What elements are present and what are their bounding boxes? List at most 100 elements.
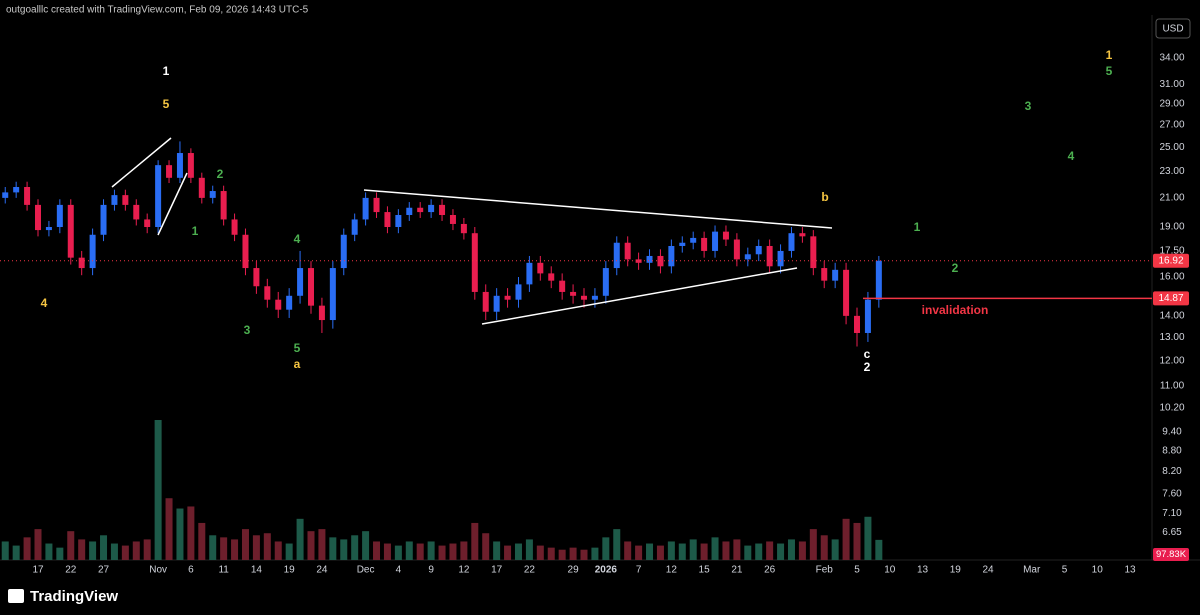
volume-bar [78,539,86,560]
volume-bar [482,533,490,560]
candle-body [810,236,817,269]
candle-body [318,305,325,321]
volume-bar [820,535,828,560]
x-tick-label: 22 [65,565,77,576]
candle-body [624,242,631,260]
x-tick-label: Nov [149,565,167,576]
wave-label: 3 [1025,99,1032,113]
x-tick-label: 27 [98,565,110,576]
volume-bar [624,541,632,560]
candle-body [340,234,347,269]
wave-label: 4 [1068,149,1075,163]
candle-body [864,299,871,333]
wave-label: 3 [244,323,251,337]
candle-body [329,268,336,321]
x-tick-label: 17 [32,565,44,576]
volume-bar [296,518,304,560]
volume-bar [263,533,271,560]
candle-body [493,295,500,312]
x-tick-label: 19 [284,565,296,576]
candle-body [166,165,173,178]
candle-body [417,207,424,213]
candle-body [264,286,271,300]
candle-body [701,237,708,251]
last-price-label: 16.92 [1158,255,1183,266]
volume-bar [67,531,75,560]
volume-bar [351,535,359,560]
volume-bar [787,539,795,560]
candle-body [2,192,9,198]
volume-bar [209,535,217,560]
trend-line [481,267,798,325]
volume-bar [755,543,763,560]
x-tick-label: 22 [524,565,536,576]
x-tick-label: 13 [1124,565,1136,576]
candle-body [668,245,675,267]
wave-label: 1 [163,64,170,78]
y-tick-label: 29.00 [1159,99,1184,110]
x-tick-label: Feb [816,565,834,576]
volume-bar [121,545,129,560]
candle-body [460,223,467,234]
candle-body [242,234,249,269]
y-tick-label: 7.60 [1162,488,1182,499]
volume-bar [329,537,337,560]
y-tick-label: 9.40 [1162,426,1182,437]
candle-body [89,234,96,269]
x-tick-label: 19 [950,565,962,576]
candle-body [13,187,20,193]
candle-body [515,284,522,300]
x-tick-label: 26 [764,565,776,576]
volume-bar [416,543,424,560]
candle-body [176,153,183,178]
currency[interactable]: USD [1162,24,1183,35]
candle-body [799,233,806,237]
wave-labels: 1 5 4 2 1 4 3 5 a b 1 2 c 2 3 4 1 5 inva… [41,48,1113,374]
candle-body [100,204,107,235]
volume-bar [1,541,9,560]
y-tick-label: 17.50 [1159,246,1184,257]
candle-body [722,231,729,240]
wave-label: 5 [1106,64,1113,78]
candle-body [122,195,129,205]
volume-bar [831,539,839,560]
x-tick-label: 6 [188,565,194,576]
volume-bar [12,545,20,560]
wave-label: 4 [294,232,301,246]
volume-bar [362,531,370,560]
invalidation-label: invalidation [922,303,989,317]
volume-bar [318,529,326,560]
volume-bar [580,549,588,560]
wave-label: b [821,190,828,204]
trend-line [363,189,833,229]
x-tick-label: 10 [1092,565,1104,576]
y-tick-label: 7.10 [1162,508,1182,519]
y-tick-label: 31.00 [1159,79,1184,90]
candle-body [351,219,358,235]
plot [0,141,1152,560]
wave-label: 2 [864,360,871,374]
y-tick-label: 14.00 [1159,311,1184,322]
candle-body [854,315,860,333]
volume-bar [536,545,544,560]
y-tick-label: 25.00 [1159,142,1184,153]
trend-lines [111,137,833,325]
x-tick-label: Dec [357,565,375,576]
candle-body [133,204,140,220]
wave-label: 5 [294,341,301,355]
volume-bar [449,543,457,560]
brand-logo: TradingView [8,588,118,605]
volume-bar [231,539,239,560]
volume-bar [656,545,664,560]
volume-bar [394,545,402,560]
x-tick-label: 24 [982,565,994,576]
y-tick-label: 8.20 [1162,466,1182,477]
candle-body [733,239,740,260]
wave-label: c [864,347,871,361]
brand: TradingView [30,588,118,605]
candle-body [406,207,413,216]
x-tick-label: Mar [1023,565,1041,576]
brand-icon [8,589,24,603]
currency-box[interactable] [1155,18,1191,39]
volume-bar [252,535,260,560]
